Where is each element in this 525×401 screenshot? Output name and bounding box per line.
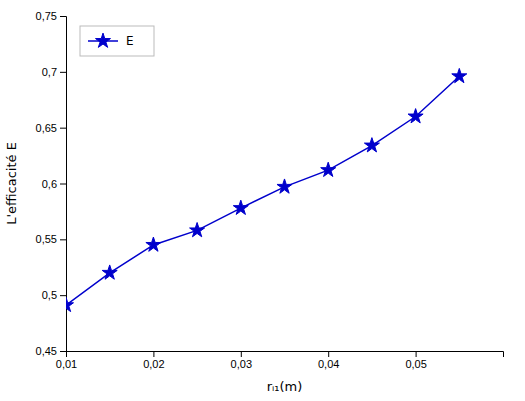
x-tick: 0,03 (231, 351, 252, 370)
y-tick: 0,5 (42, 289, 66, 301)
y-tick-label: 0,5 (42, 289, 57, 301)
x-tick-label: 0,02 (143, 358, 164, 370)
y-tick: 0,65 (36, 122, 66, 134)
point (146, 237, 161, 251)
y-tick-mark (60, 184, 66, 185)
y-tick-mark (60, 239, 66, 240)
point (66, 297, 74, 311)
line (66, 76, 459, 305)
x-tick-mark (416, 351, 417, 357)
y-tick-mark (60, 72, 66, 73)
y-axis: 0,45 0,5 0,55 0,6 0,65 0,7 0,75 (36, 10, 67, 357)
point (364, 138, 379, 152)
legend: E (80, 26, 154, 56)
y-tick: 0,55 (36, 233, 66, 245)
legend-marker (95, 33, 110, 47)
x-axis-line (67, 352, 504, 358)
y-tick: 0,6 (42, 178, 66, 190)
y-tick: 0,7 (42, 66, 66, 78)
legend-item: E (88, 33, 134, 48)
y-tick-label: 0,75 (36, 10, 57, 22)
y-tick-mark (60, 295, 66, 296)
chart-svg: 0,010,020,030,040,050,450,50,550,60,650,… (0, 0, 525, 401)
x-tick: 0,05 (405, 351, 426, 370)
point (277, 179, 292, 193)
chart-container: 0,010,020,030,040,050,450,50,550,60,650,… (0, 0, 525, 401)
point (233, 200, 248, 214)
y-tick: 0,45 (36, 345, 66, 357)
x-tick: 0,02 (143, 351, 164, 370)
x-tick: 0,01 (56, 351, 77, 370)
y-tick-label: 0,65 (36, 122, 57, 134)
y-tick-label: 0,45 (36, 345, 57, 357)
x-tick-label: 0,04 (318, 358, 339, 370)
y-axis-title: L'efficacité E (4, 142, 19, 225)
y-tick-label: 0,6 (42, 178, 57, 190)
x-tick-mark (241, 351, 242, 357)
x-tick-mark (328, 351, 329, 357)
legend-frame (80, 26, 154, 56)
legend-label: E (126, 34, 134, 48)
x-tick: 0,04 (318, 351, 339, 370)
y-tick-label: 0,55 (36, 233, 57, 245)
x-axis: 0,01 0,02 0,03 0,04 0,05 (56, 351, 504, 370)
x-axis-title: rᵢ₁(m) (267, 379, 303, 394)
y-tick-mark (60, 16, 66, 17)
y-tick-label: 0,7 (42, 66, 57, 78)
y-tick: 0,75 (36, 10, 66, 22)
y-axis-line (60, 17, 67, 352)
point (190, 223, 205, 237)
point (321, 162, 336, 176)
marks (66, 68, 467, 311)
point (408, 109, 423, 123)
x-tick-label: 0,03 (231, 358, 252, 370)
y-tick-mark (60, 351, 66, 352)
x-tick-mark (153, 351, 154, 357)
plot-area: 0,010,020,030,040,050,450,50,550,60,650,… (36, 10, 504, 370)
x-tick-label: 0,05 (405, 358, 426, 370)
x-tick-label: 0,01 (56, 358, 77, 370)
point (452, 68, 467, 82)
point (102, 265, 117, 279)
y-tick-mark (60, 128, 66, 129)
